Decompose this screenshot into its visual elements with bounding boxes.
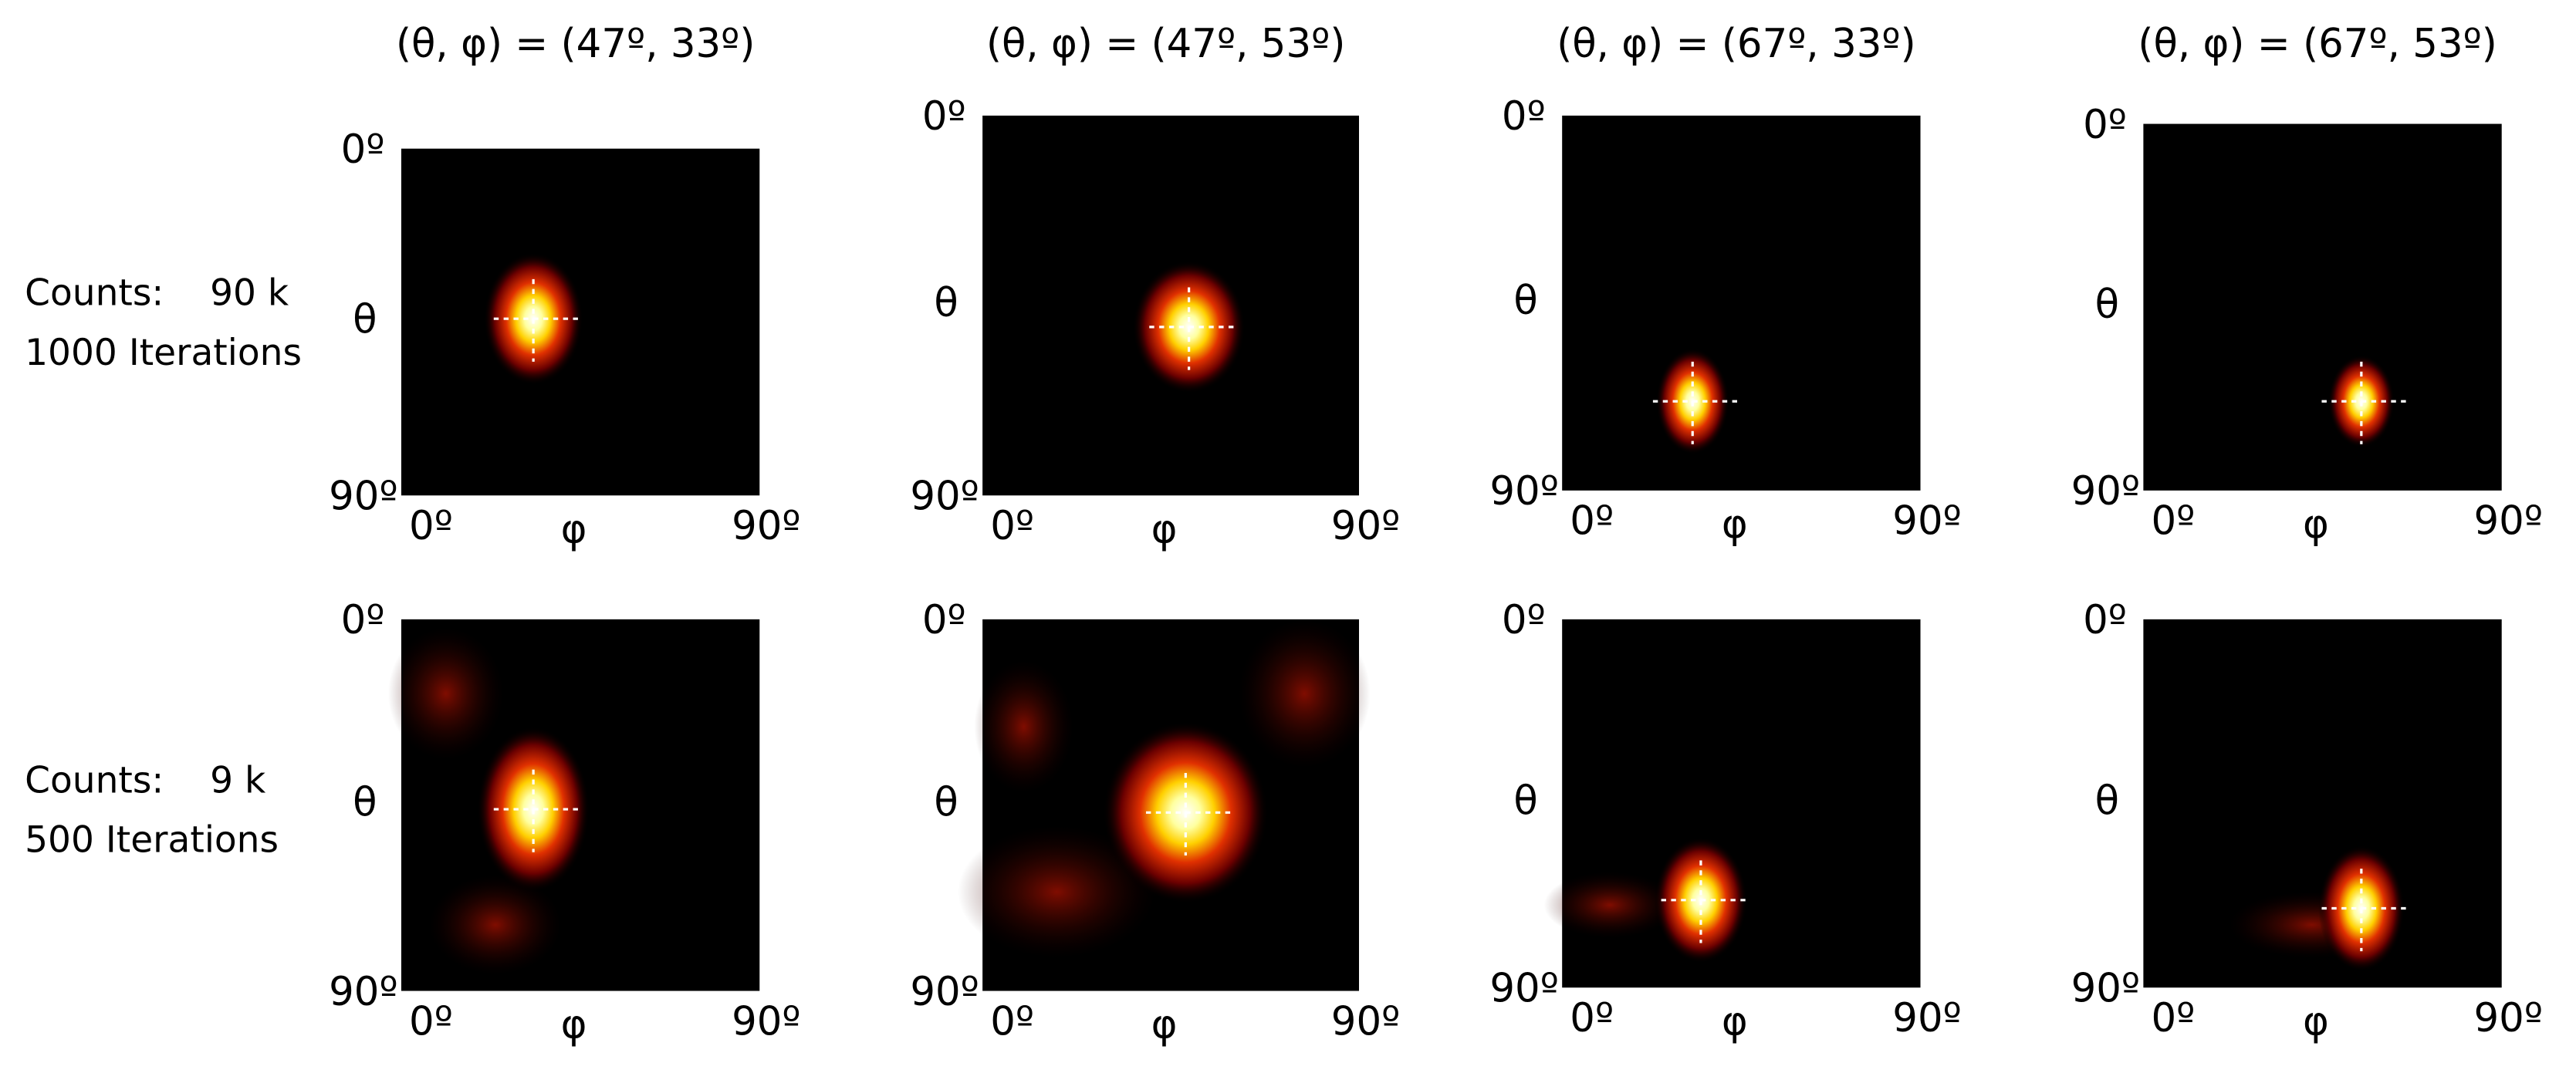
- theta-min: 0º: [341, 597, 385, 643]
- theta-label: θ: [353, 780, 377, 826]
- phi-max: 90º: [2474, 995, 2544, 1041]
- theta-min: 0º: [2083, 597, 2127, 643]
- phi-max: 90º: [2474, 498, 2544, 545]
- phi-label: φ: [1151, 506, 1178, 552]
- phi-min: 0º: [409, 998, 453, 1044]
- phi-label: φ: [561, 506, 587, 552]
- phi-label: φ: [2303, 998, 2329, 1044]
- heatmap-glow: [1543, 872, 1676, 939]
- theta-label: θ: [934, 280, 958, 326]
- heatmap-glow: [429, 875, 562, 975]
- theta-max: 90º: [329, 969, 398, 1015]
- column-title: (θ, φ) = (47º, 33º): [396, 21, 755, 67]
- theta-max: 90º: [1489, 468, 1559, 515]
- heatmap: [2143, 123, 2502, 491]
- heatmap-glow: [1238, 619, 1371, 768]
- phi-min: 0º: [990, 998, 1034, 1044]
- theta-max: 90º: [1489, 966, 1559, 1012]
- phi-min: 0º: [1570, 498, 1614, 545]
- phi-label: φ: [1722, 998, 1748, 1044]
- theta-min: 0º: [2083, 102, 2127, 148]
- phi-label: φ: [561, 1002, 587, 1048]
- row-counts: Counts: 90 k: [25, 272, 289, 315]
- theta-label: θ: [934, 780, 958, 826]
- theta-min: 0º: [922, 93, 966, 140]
- phi-max: 90º: [732, 998, 801, 1044]
- phi-min: 0º: [409, 503, 453, 549]
- theta-min: 0º: [341, 127, 385, 173]
- theta-label: θ: [1513, 778, 1537, 825]
- phi-max: 90º: [1331, 503, 1401, 549]
- theta-max: 90º: [910, 969, 979, 1015]
- row-iterations: 1000 Iterations: [25, 332, 302, 374]
- heatmap-glow: [387, 627, 504, 760]
- phi-max: 90º: [1892, 995, 1962, 1041]
- heatmap-glow: [958, 825, 1156, 958]
- column-title: (θ, φ) = (47º, 53º): [986, 21, 1345, 67]
- column-title: (θ, φ) = (67º, 33º): [1557, 21, 1915, 67]
- row-counts: Counts: 9 k: [25, 759, 266, 801]
- theta-label: θ: [353, 296, 377, 343]
- theta-label: θ: [2095, 282, 2119, 328]
- theta-min: 0º: [922, 597, 966, 643]
- theta-max: 90º: [2071, 966, 2141, 1012]
- heatmap: [1562, 115, 1921, 491]
- heatmap-glow: [974, 660, 1073, 793]
- phi-label: φ: [1722, 501, 1748, 548]
- phi-min: 0º: [1570, 995, 1614, 1041]
- phi-min: 0º: [2151, 498, 2195, 545]
- theta-min: 0º: [1502, 93, 1546, 140]
- row-iterations: 500 Iterations: [25, 818, 279, 861]
- theta-label: θ: [1513, 278, 1537, 324]
- theta-max: 90º: [910, 474, 979, 520]
- phi-max: 90º: [1892, 498, 1962, 545]
- phi-max: 90º: [1331, 998, 1401, 1044]
- theta-max: 90º: [2071, 468, 2141, 515]
- theta-label: θ: [2095, 778, 2119, 825]
- phi-label: φ: [1151, 1002, 1178, 1048]
- phi-label: φ: [2303, 501, 2329, 548]
- theta-min: 0º: [1502, 597, 1546, 643]
- phi-max: 90º: [732, 503, 801, 549]
- phi-min: 0º: [990, 503, 1034, 549]
- column-title: (θ, φ) = (67º, 53º): [2138, 21, 2497, 67]
- theta-max: 90º: [329, 474, 398, 520]
- phi-min: 0º: [2151, 995, 2195, 1041]
